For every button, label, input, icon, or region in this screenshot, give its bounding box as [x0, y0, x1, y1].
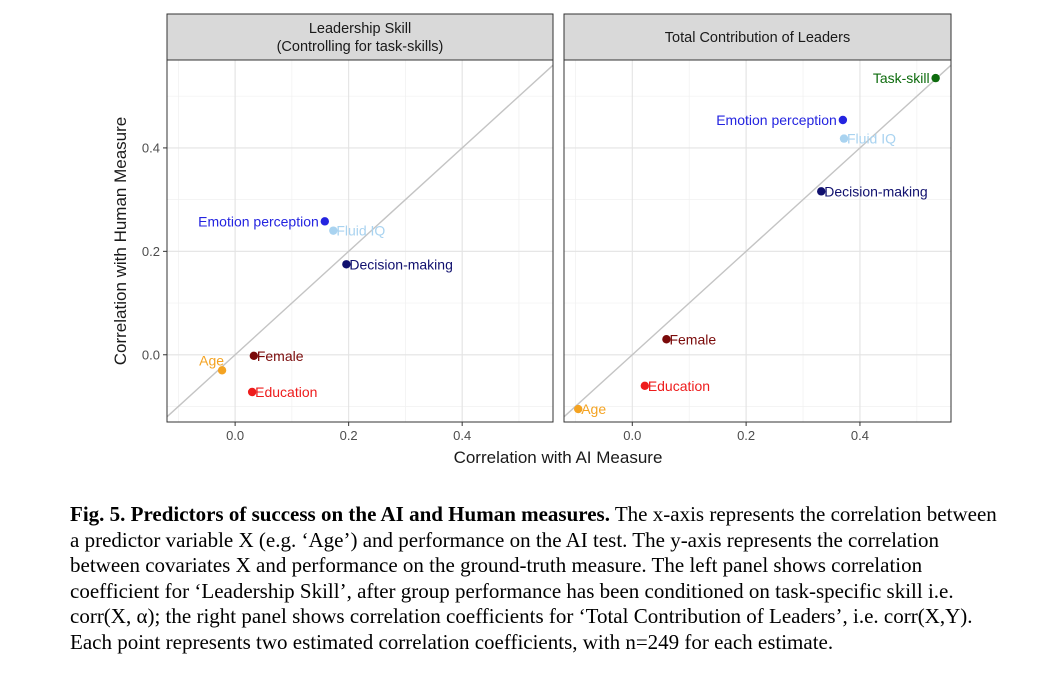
y-tick-label: 0.0: [142, 347, 160, 362]
x-axis-title: Correlation with AI Measure: [454, 448, 663, 467]
point-label: Education: [255, 384, 317, 400]
point-label: Emotion perception: [198, 213, 319, 229]
panel-border: [166, 59, 554, 423]
figure: Correlation with Human Measure Correlati…: [111, 13, 952, 467]
x-tick-label: 0.2: [340, 428, 358, 443]
point-task-skill: [931, 73, 940, 83]
identity-line: [166, 64, 554, 418]
facet-strip: [166, 13, 554, 61]
point-label: Fluid IQ: [336, 223, 385, 239]
point-education: [640, 381, 650, 390]
panel-border: [563, 59, 952, 423]
point-label: Age: [581, 401, 606, 417]
x-tick-label: 0.0: [226, 428, 244, 443]
point-female: [249, 351, 259, 361]
point-decision-making: [817, 187, 826, 196]
point-label: Emotion perception: [716, 112, 837, 128]
y-axis-title: Correlation with Human Measure: [111, 117, 130, 366]
panel-2: Total Contribution of Leaders 0.0 0.2 0.4 Ta…: [563, 13, 952, 443]
facet-title-line: Total Contribution of Leaders: [665, 30, 850, 46]
faceted-scatter-chart: Correlation with Human Measure Correlati…: [111, 13, 952, 467]
point-education: [247, 387, 257, 397]
facet-title-line: Leadership Skill: [309, 21, 411, 37]
figure-caption: Fig. 5. Predictors of success on the AI …: [70, 502, 1000, 655]
point-label: Decision-making: [824, 183, 927, 199]
caption-title: Fig. 5. Predictors of success on the AI …: [70, 502, 610, 526]
point-label: Female: [257, 348, 304, 364]
point-label: Task-skill: [873, 70, 930, 86]
point-fluid-iq: [839, 134, 849, 143]
point-emotion-perception: [838, 115, 848, 125]
point-female: [662, 335, 671, 344]
identity-line: [563, 64, 952, 418]
point-decision-making: [342, 260, 351, 269]
point-label: Education: [648, 378, 710, 394]
point-label: Age: [199, 352, 224, 368]
caption-body: The x-axis represents the correlation be…: [70, 502, 997, 654]
x-tick-label: 0.2: [737, 428, 755, 443]
facet-title-line: (Controlling for task-skills): [277, 39, 444, 55]
point-age: [574, 404, 583, 414]
x-tick-label: 0.4: [851, 428, 869, 443]
point-fluid-iq: [329, 226, 338, 235]
x-tick-label: 0.0: [623, 428, 641, 443]
y-tick-label: 0.2: [142, 244, 160, 259]
y-tick-label: 0.4: [142, 140, 160, 155]
point-label: Decision-making: [349, 256, 452, 272]
point-label: Fluid IQ: [847, 131, 896, 147]
point-age: [217, 366, 227, 375]
facet-strip: [563, 13, 952, 61]
x-tick-label: 0.4: [453, 428, 471, 443]
point-label: Female: [669, 331, 716, 347]
point-emotion-perception: [320, 217, 330, 226]
panel-1: Leadership Skill (Controlling for task-sk…: [142, 13, 554, 443]
